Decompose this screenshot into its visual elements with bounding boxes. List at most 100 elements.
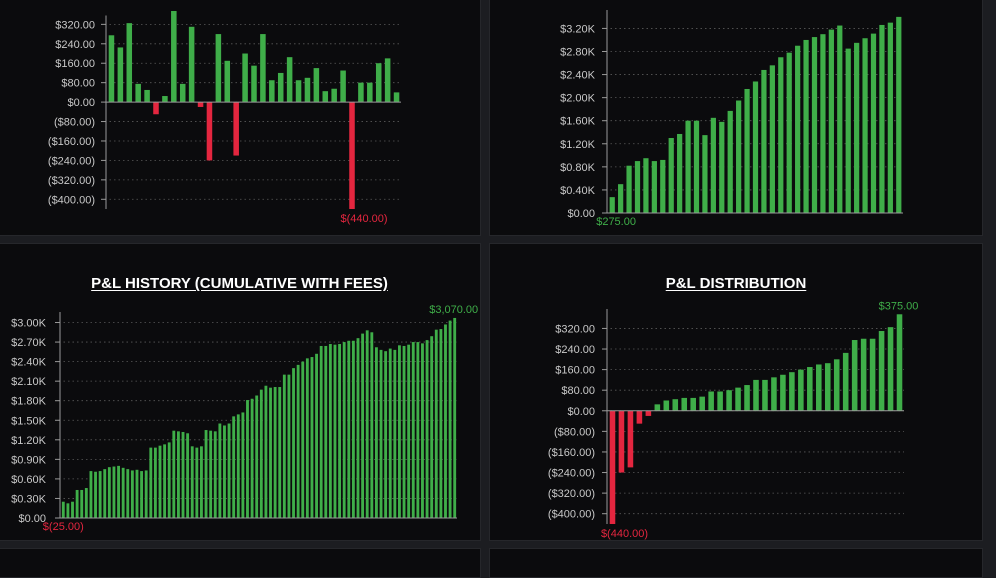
bar xyxy=(845,48,851,213)
bar xyxy=(361,333,365,518)
bar xyxy=(439,329,443,518)
bar xyxy=(643,158,649,213)
data-label: $(25.00) xyxy=(43,521,84,533)
bar xyxy=(310,357,314,518)
bar xyxy=(233,102,239,156)
bar xyxy=(130,470,134,518)
bar xyxy=(135,469,139,518)
bar xyxy=(842,352,849,411)
bar xyxy=(218,423,222,518)
bar xyxy=(771,377,777,411)
panel-pnl-distribution: P&L DISTRIBUTION $320.00 $240.00 $160.00 $8… xyxy=(489,243,983,541)
bar xyxy=(172,430,176,518)
bar xyxy=(896,16,902,213)
y-tick-label: $3.00K xyxy=(11,318,47,330)
bar xyxy=(780,374,786,411)
bar xyxy=(89,471,93,518)
bar xyxy=(162,96,168,103)
y-tick-label: ($400.00) xyxy=(548,509,595,521)
bar xyxy=(444,324,447,518)
bar xyxy=(434,329,438,518)
bar xyxy=(163,444,167,518)
bar xyxy=(388,348,392,518)
bar xyxy=(762,379,768,411)
y-tick-label: ($320.00) xyxy=(48,175,95,187)
bar xyxy=(811,37,818,213)
bar xyxy=(411,342,415,518)
bar xyxy=(708,391,714,411)
bar xyxy=(286,57,293,103)
bar xyxy=(342,342,346,518)
bar xyxy=(167,442,171,518)
bar xyxy=(367,82,373,103)
bar xyxy=(870,33,877,213)
bar xyxy=(215,34,222,103)
bar xyxy=(645,410,652,416)
bar xyxy=(636,410,643,424)
bar xyxy=(209,430,213,518)
bar xyxy=(668,138,674,213)
bar xyxy=(425,340,429,518)
bar xyxy=(313,68,320,103)
panel-next-left xyxy=(0,548,481,578)
y-tick-label: $240.00 xyxy=(555,344,595,356)
bar xyxy=(264,385,268,518)
bar xyxy=(190,446,194,518)
bar xyxy=(315,353,318,518)
bar xyxy=(833,359,840,411)
bar xyxy=(860,338,867,411)
y-tick-label: $80.00 xyxy=(61,78,95,90)
bar xyxy=(379,349,383,518)
bar xyxy=(384,351,388,518)
chart-top-left: $320.00 $240.00 $160.00 $80.00 $0.00 ($80.00)… xyxy=(48,10,401,225)
bar xyxy=(347,340,351,518)
bar xyxy=(398,345,401,518)
y-tick-label: $80.00 xyxy=(561,385,595,397)
bar xyxy=(365,330,369,518)
bar xyxy=(374,347,378,518)
bar xyxy=(296,364,300,518)
bar xyxy=(699,396,705,411)
bar xyxy=(227,423,231,518)
bar xyxy=(277,72,284,103)
bar xyxy=(204,430,208,518)
bar xyxy=(744,385,750,411)
data-label: $275.00 xyxy=(596,216,636,228)
bar xyxy=(103,469,107,518)
data-label: $(440.00) xyxy=(601,528,648,540)
bar xyxy=(854,42,860,214)
bar xyxy=(726,390,732,411)
bar xyxy=(278,387,282,518)
bar xyxy=(351,340,355,518)
y-tick-label: $0.00 xyxy=(18,513,46,525)
y-tick-label: $2.40K xyxy=(11,357,47,369)
bar xyxy=(744,88,750,213)
data-label: $(440.00) xyxy=(340,213,387,225)
bar xyxy=(690,397,696,411)
bar xyxy=(618,410,625,473)
bar xyxy=(206,102,213,161)
bar xyxy=(778,57,784,214)
y-tick-label: $160.00 xyxy=(555,365,595,377)
bar xyxy=(349,102,355,209)
panel-title: P&L HISTORY (CUMULATIVE WITH FEES) xyxy=(91,275,388,292)
bar xyxy=(786,52,792,213)
y-tick-label: $320.00 xyxy=(555,323,595,335)
bar xyxy=(126,469,130,518)
bar xyxy=(66,503,70,518)
bar xyxy=(324,345,328,518)
bar xyxy=(304,77,311,103)
bar xyxy=(896,314,903,411)
bar xyxy=(717,391,723,411)
y-tick-label: $2.10K xyxy=(11,376,47,388)
bar xyxy=(735,387,741,411)
y-tick-label: ($240.00) xyxy=(548,468,595,480)
bar xyxy=(719,121,725,213)
y-tick-label: $0.40K xyxy=(560,185,596,197)
bar xyxy=(421,343,424,518)
y-tick-label: $3.20K xyxy=(560,23,596,35)
bar xyxy=(609,410,616,524)
bar xyxy=(453,317,457,518)
bar xyxy=(753,379,759,411)
bar xyxy=(251,65,257,103)
